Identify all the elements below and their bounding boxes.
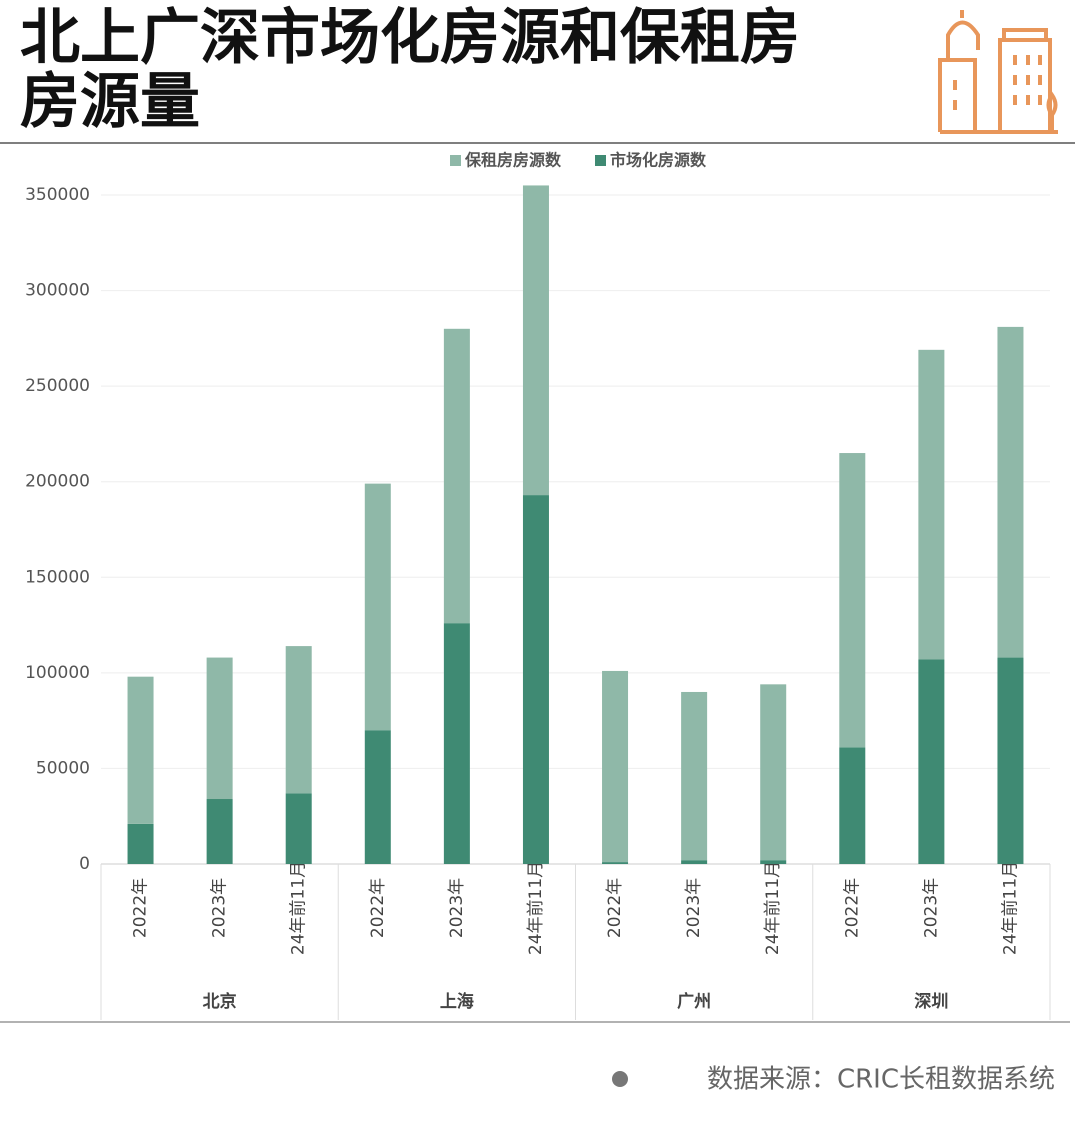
bar-segment [681,691,708,861]
legend-label: 保租房房源数 [464,151,562,170]
bar-segment [364,730,391,864]
x-tick-label: 2023年 [684,878,704,938]
x-tick-label: 24年前11月 [526,861,546,955]
group-label: 上海 [440,991,474,1012]
y-tick-label: 200000 [25,472,90,492]
legend-label: 市场化房源数 [610,151,707,170]
group-label: 北京 [203,991,237,1012]
chart-title: 北上广深市场化房源和保租房房源量 [20,3,800,137]
bar-segment [127,676,154,824]
bar-segment [681,860,708,864]
bar-segment [918,659,945,864]
x-tick-label: 24年前11月 [1000,861,1020,955]
legend-swatch [450,155,461,166]
bar-segment [839,747,866,864]
x-tick-label: 2022年 [131,878,151,938]
bar-segment [522,185,549,496]
x-tick-label: 24年前11月 [763,861,783,955]
y-tick-label: 50000 [36,758,90,778]
bar-segment [285,793,312,864]
bar-segment [206,657,233,800]
bar-segment [206,799,233,864]
bar-segment [364,483,391,731]
bar-segment [602,862,629,864]
source-dot [612,1071,628,1087]
bar-segment [443,328,470,624]
bar-segment [127,823,154,864]
source: 数据来源：CRIC长租数据系统 [707,1065,1055,1095]
legend-swatch [595,155,606,166]
y-tick-label: 150000 [25,567,90,587]
bar-segment [522,495,549,864]
bar-segment [997,657,1024,864]
x-tick-label: 24年前11月 [289,861,309,955]
x-tick-label: 2022年 [368,878,388,938]
bar-segment [760,860,787,864]
bar-segment [997,326,1024,658]
bar-segment [285,646,312,794]
x-tick-label: 2023年 [921,878,941,938]
y-tick-label: 250000 [25,376,90,396]
bar-segment [839,453,866,748]
group-label: 广州 [677,991,711,1012]
x-tick-label: 2022年 [605,878,625,938]
x-tick-label: 2023年 [447,878,467,938]
x-tick-label: 2023年 [210,878,230,938]
y-tick-label: 350000 [25,185,90,205]
y-tick-label: 300000 [25,281,90,301]
group-label: 深圳 [914,991,948,1012]
y-tick-label: 100000 [25,663,90,683]
bar-segment [443,623,470,864]
building-icon [938,10,1058,134]
bar-segment [602,670,629,863]
y-tick-label: 0 [79,854,90,874]
x-tick-label: 2022年 [842,878,862,938]
bar-segment [760,684,787,861]
bar-segment [918,349,945,660]
